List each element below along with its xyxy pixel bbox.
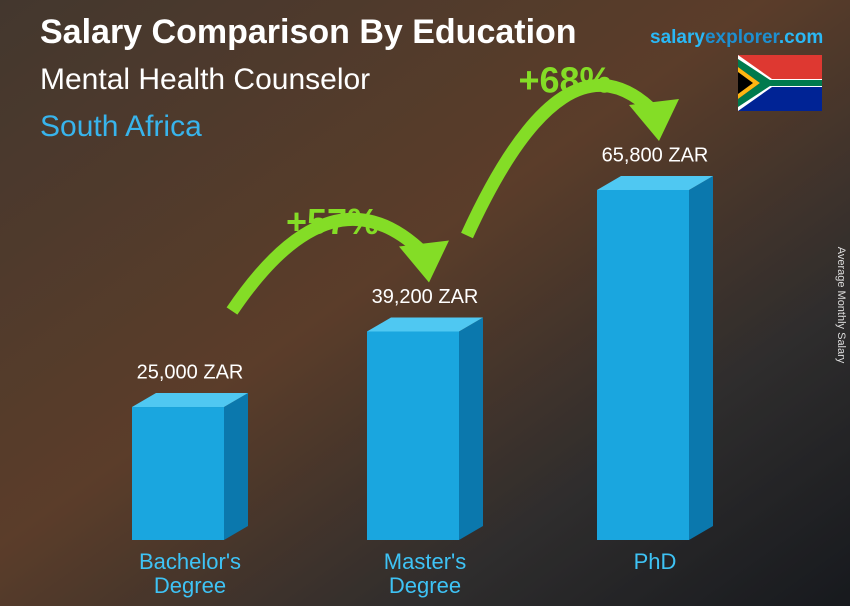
subtitle: Mental Health Counselor: [40, 63, 370, 96]
brand-part: explorer: [705, 27, 781, 48]
bar-front: [132, 407, 224, 540]
flag: [738, 55, 822, 111]
bar-front: [367, 331, 459, 540]
brand: salaryexplorer.com: [650, 27, 823, 48]
bar-side: [689, 176, 713, 540]
bar-side: [224, 393, 248, 540]
chart-title: Salary Comparison By Education: [40, 13, 577, 51]
change-arrow: [461, 79, 660, 239]
y-axis-label: Average Monthly Salary: [835, 247, 847, 364]
x-tick-label: Master's Degree: [383, 550, 467, 598]
x-tick-label: Bachelor's Degree: [138, 550, 242, 598]
bar-top: [367, 317, 483, 332]
x-tick-label-box: Bachelor's Degree: [138, 550, 242, 598]
value-label: 25,000 ZAR: [137, 361, 244, 383]
brand-part: .com: [779, 27, 823, 48]
value-label: 39,200 ZAR: [372, 286, 479, 308]
bar-front: [597, 190, 689, 540]
change-arrowhead: [629, 99, 679, 141]
x-tick-label-box: PhD: [633, 550, 677, 574]
change-label: +57%: [286, 201, 379, 242]
bar-top: [132, 393, 248, 408]
x-tick-label: PhD: [633, 550, 677, 574]
change-arrow: [226, 213, 430, 315]
value-label: 65,800 ZAR: [602, 144, 709, 166]
change-label: +68%: [518, 60, 611, 101]
bar-side: [459, 317, 483, 540]
x-tick-label-box: Master's Degree: [383, 550, 467, 598]
location: South Africa: [40, 110, 202, 143]
change-arrowhead: [399, 240, 449, 283]
brand-part: salary: [650, 27, 705, 48]
bar-top: [597, 176, 713, 190]
